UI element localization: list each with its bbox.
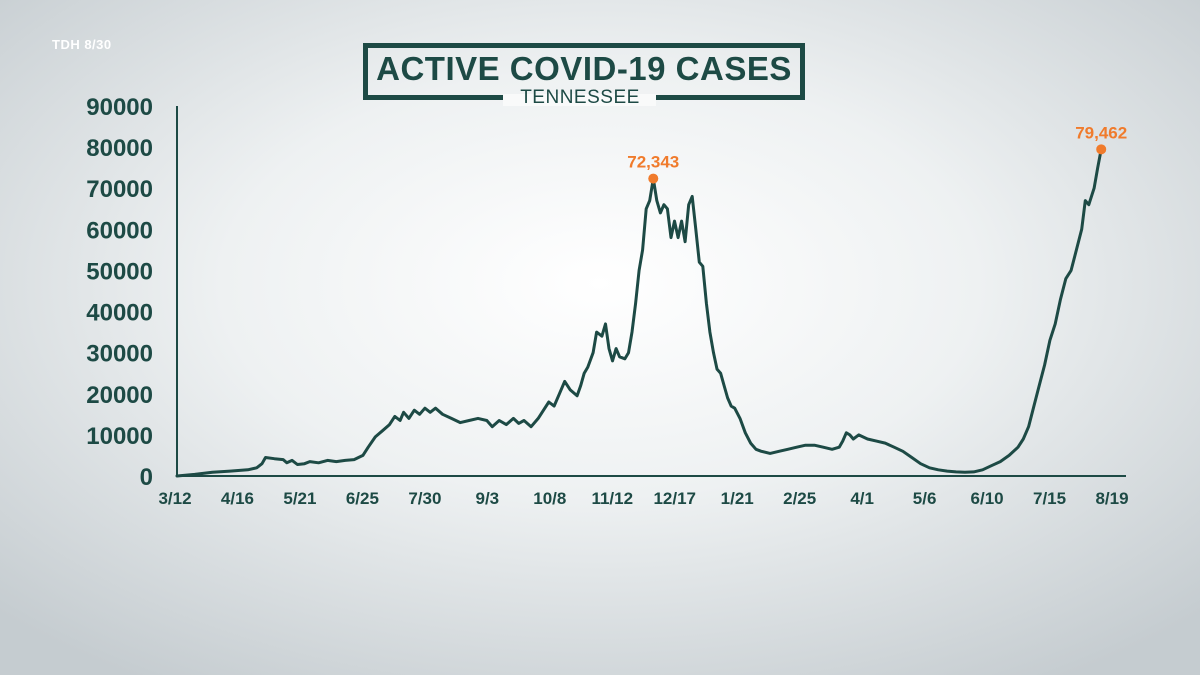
subtitle-backdrop <box>503 94 656 106</box>
series-line <box>175 147 1103 478</box>
x-tick-label: 8/19 <box>1095 489 1128 508</box>
y-tick-label: 60000 <box>86 217 153 244</box>
source-label: TDH 8/30 <box>52 37 112 52</box>
x-tick-label: 3/12 <box>158 489 191 508</box>
x-tick-label: 6/25 <box>346 489 379 508</box>
x-tick-label: 5/6 <box>913 489 937 508</box>
annotation-point <box>1096 144 1107 155</box>
x-tick-label: 2/25 <box>783 489 816 508</box>
chart-subtitle: TENNESSEE <box>520 87 640 108</box>
annotation-label: 72,343 <box>627 153 679 172</box>
y-tick-label: 20000 <box>86 382 153 409</box>
x-tick-label: 6/10 <box>971 489 1004 508</box>
x-tick-label: 9/3 <box>476 489 500 508</box>
y-tick-label: 50000 <box>86 258 153 285</box>
y-tick-label: 70000 <box>86 176 153 203</box>
x-tick-label: 7/15 <box>1033 489 1066 508</box>
x-tick-label: 5/21 <box>283 489 316 508</box>
chart-title: ACTIVE COVID-19 CASES <box>376 50 792 87</box>
series-layer <box>175 147 1103 478</box>
y-tick-label: 40000 <box>86 300 153 327</box>
annotation-label: 79,462 <box>1075 123 1127 142</box>
x-tick-label: 12/17 <box>653 489 696 508</box>
y-tick-label: 90000 <box>86 94 153 121</box>
y-tick-label: 80000 <box>86 135 153 162</box>
x-tick-label: 10/8 <box>533 489 566 508</box>
x-tick-label: 4/16 <box>221 489 254 508</box>
y-tick-label: 0 <box>140 464 153 491</box>
x-tick-label: 4/1 <box>850 489 874 508</box>
y-tick-label: 30000 <box>86 341 153 368</box>
annotation-point <box>648 173 659 184</box>
y-axis-ticks: 0 10000 20000 30000 40000 50000 60000 70000 8000… <box>86 94 153 491</box>
x-tick-label: 7/30 <box>408 489 441 508</box>
x-tick-label: 1/21 <box>721 489 754 508</box>
x-axis-ticks: 3/12 4/16 5/21 6/25 7/30 9/3 10/8 11/12 12/17 1/2… <box>158 489 1128 508</box>
annotation-layer: 72,343 79,462 <box>627 123 1127 184</box>
y-tick-label: 10000 <box>86 423 153 450</box>
x-tick-label: 11/12 <box>591 489 633 508</box>
